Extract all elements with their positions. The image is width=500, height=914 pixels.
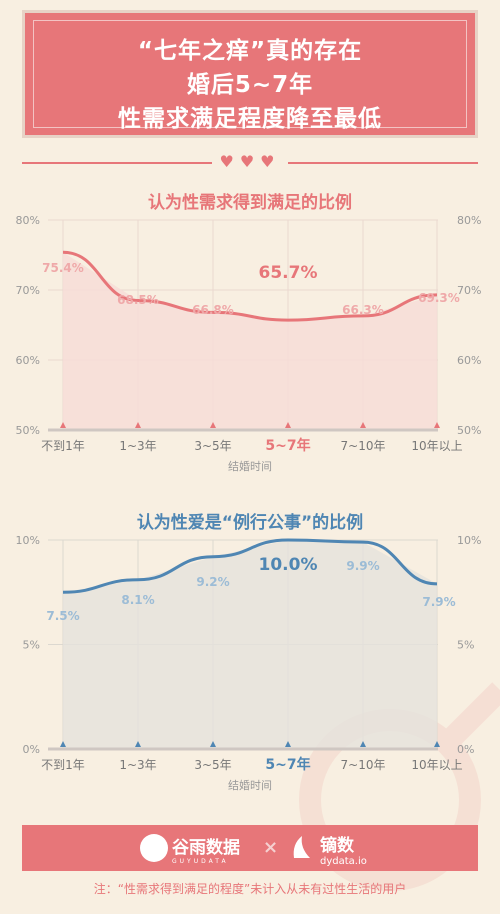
chart1-ytick-left: 80% <box>16 214 40 227</box>
chart1-value-label: 69.3% <box>418 291 460 305</box>
chart1-tick-marker <box>135 422 141 428</box>
chart2-ytick-left: 10% <box>16 534 40 547</box>
chart1-category-label: 1~3年 <box>119 439 156 453</box>
chart1-tick-marker <box>285 422 291 428</box>
chart1-value-label: 66.3% <box>342 303 384 317</box>
dydata-sub: dydata.io <box>320 856 367 867</box>
chart1-value-label: 75.4% <box>42 261 84 275</box>
footnote: 注：“性需求得到满足的程度”未计入从未有过性生活的用户 <box>93 882 407 896</box>
chart1-ytick-left: 50% <box>16 424 40 437</box>
chart2-value-label: 9.9% <box>346 559 379 573</box>
chart2-ytick-left: 5% <box>23 639 40 652</box>
banner-frame <box>33 20 467 128</box>
chart2-category-label: 不到1年 <box>41 758 85 772</box>
chart2-category-label: 1~3年 <box>119 758 156 772</box>
chart2-x-axis-title: 结婚时间 <box>228 778 272 792</box>
chart1-ytick-right: 70% <box>457 284 481 297</box>
chart1-category-label: 10年以上 <box>411 439 462 453</box>
header-line-3: 性需求满足程度降至最低 <box>118 106 382 132</box>
guyu-logo: 谷雨数据 GUYUDATA <box>172 833 240 865</box>
chart1-tick-marker <box>434 422 440 428</box>
chart2-value-label: 9.2% <box>196 575 229 589</box>
dydata-name: 镝数 <box>320 836 354 856</box>
chart1-value-label: 68.5% <box>117 293 159 307</box>
chart2-category-label: 3~5年 <box>194 758 231 772</box>
chart2-value-label: 10.0% <box>259 555 318 575</box>
chart1-tick-marker <box>210 422 216 428</box>
chart2-category-label: 5~7年 <box>265 756 310 773</box>
chart1-category-label: 3~5年 <box>194 439 231 453</box>
hearts-icon: ♥♥♥ <box>219 152 281 171</box>
divider-left <box>22 162 212 164</box>
chart2-tick-marker <box>135 741 141 747</box>
footer-bar: 谷雨数据 GUYUDATA × 镝数 dydata.io <box>22 825 478 871</box>
header-line-2: 婚后5~7年 <box>186 72 314 98</box>
guyu-sub: GUYUDATA <box>172 858 229 865</box>
separator-x: × <box>263 837 279 858</box>
chart2-category-label: 10年以上 <box>411 758 462 772</box>
guyu-logo-icon <box>140 834 168 862</box>
chart2-ytick-right: 10% <box>457 534 481 547</box>
chart1-value-label: 65.7% <box>259 263 318 283</box>
chart2-value-label: 7.5% <box>46 609 79 623</box>
chart2-tick-marker <box>285 741 291 747</box>
chart1-ytick-right: 60% <box>457 354 481 367</box>
chart1-category-label: 不到1年 <box>41 439 85 453</box>
divider-right <box>288 162 478 164</box>
chart1-ytick-right: 50% <box>457 424 481 437</box>
chart2-value-label: 7.9% <box>422 595 455 609</box>
dydata-logo: 镝数 dydata.io <box>320 831 367 867</box>
chart2-series-line <box>62 538 438 594</box>
chart1-tick-marker <box>360 422 366 428</box>
chart2-tick-marker <box>434 741 440 747</box>
chart2-ytick-right: 5% <box>457 639 474 652</box>
chart2-tick-marker <box>360 741 366 747</box>
guyu-name: 谷雨数据 <box>172 838 240 858</box>
chart2-title: 认为性爱是“例行公事”的比例 <box>136 513 364 533</box>
chart2-area <box>63 540 437 749</box>
chart1-area <box>63 252 437 430</box>
chart1-ytick-left: 60% <box>16 354 40 367</box>
dydata-logo-icon <box>293 836 310 858</box>
chart2-ytick-right: 0% <box>457 743 474 756</box>
chart2-category-label: 7~10年 <box>341 758 386 772</box>
chart1-ytick-right: 80% <box>457 214 481 227</box>
chart2-ytick-left: 0% <box>23 743 40 756</box>
chart1-value-label: 66.8% <box>192 303 234 317</box>
chart1-category-label: 7~10年 <box>341 439 386 453</box>
chart2-tick-marker <box>210 741 216 747</box>
header-banner: “七年之痒”真的存在 婚后5~7年 性需求满足程度降至最低 <box>22 10 478 138</box>
chart1-x-axis-title: 结婚时间 <box>228 459 272 473</box>
chart1-title: 认为性需求得到满足的比例 <box>148 193 352 213</box>
chart2-tick-marker <box>60 741 66 747</box>
chart1-ytick-left: 70% <box>16 284 40 297</box>
chart1-category-label: 5~7年 <box>265 437 310 454</box>
chart1-tick-marker <box>60 422 66 428</box>
header-line-1: “七年之痒”真的存在 <box>137 38 363 64</box>
chart1-series-line <box>62 250 438 322</box>
chart2-value-label: 8.1% <box>121 593 154 607</box>
